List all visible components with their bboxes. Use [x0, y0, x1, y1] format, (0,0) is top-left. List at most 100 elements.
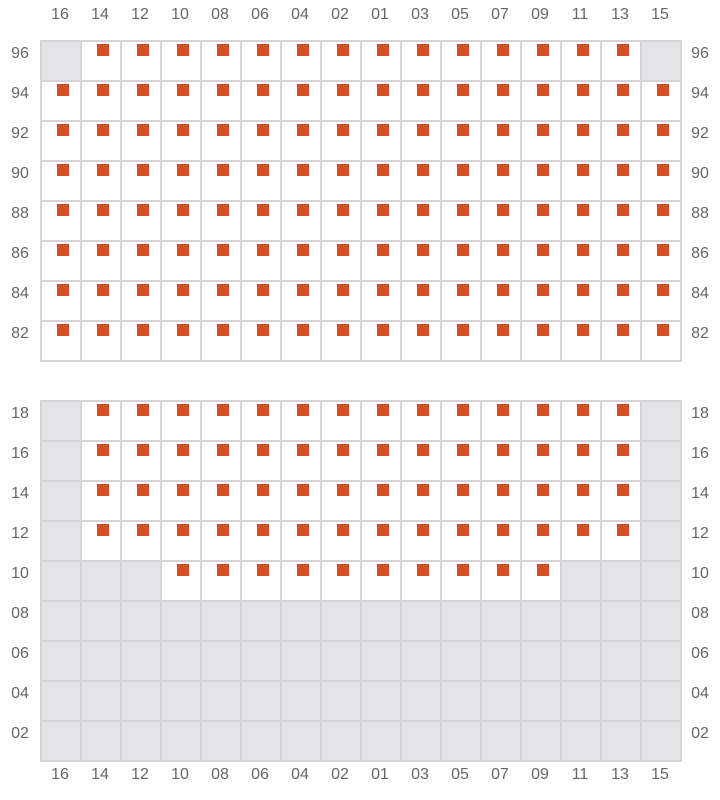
seat-86-12[interactable] — [137, 244, 149, 256]
seat-14-11[interactable] — [577, 484, 589, 496]
seat-18-05[interactable] — [457, 404, 469, 416]
seat-86-08[interactable] — [217, 244, 229, 256]
seat-96-02[interactable] — [337, 44, 349, 56]
seat-16-12[interactable] — [137, 444, 149, 456]
seat-18-11[interactable] — [577, 404, 589, 416]
seat-88-08[interactable] — [217, 204, 229, 216]
seat-94-05[interactable] — [457, 84, 469, 96]
seat-94-10[interactable] — [177, 84, 189, 96]
seat-96-13[interactable] — [617, 44, 629, 56]
seat-86-16[interactable] — [57, 244, 69, 256]
seat-94-11[interactable] — [577, 84, 589, 96]
seat-86-13[interactable] — [617, 244, 629, 256]
seat-82-10[interactable] — [177, 324, 189, 336]
seat-12-13[interactable] — [617, 524, 629, 536]
seat-96-03[interactable] — [417, 44, 429, 56]
seat-12-08[interactable] — [217, 524, 229, 536]
seat-92-12[interactable] — [137, 124, 149, 136]
seat-88-12[interactable] — [137, 204, 149, 216]
seat-14-05[interactable] — [457, 484, 469, 496]
seat-92-15[interactable] — [657, 124, 669, 136]
seat-84-05[interactable] — [457, 284, 469, 296]
seat-86-11[interactable] — [577, 244, 589, 256]
seat-82-04[interactable] — [297, 324, 309, 336]
seat-82-15[interactable] — [657, 324, 669, 336]
seat-86-02[interactable] — [337, 244, 349, 256]
seat-10-10[interactable] — [177, 564, 189, 576]
seat-86-07[interactable] — [497, 244, 509, 256]
seat-86-09[interactable] — [537, 244, 549, 256]
seat-94-03[interactable] — [417, 84, 429, 96]
seat-96-05[interactable] — [457, 44, 469, 56]
seat-14-01[interactable] — [377, 484, 389, 496]
seat-12-11[interactable] — [577, 524, 589, 536]
seat-82-12[interactable] — [137, 324, 149, 336]
seat-10-09[interactable] — [537, 564, 549, 576]
seat-14-13[interactable] — [617, 484, 629, 496]
seat-96-09[interactable] — [537, 44, 549, 56]
seat-10-05[interactable] — [457, 564, 469, 576]
seat-86-04[interactable] — [297, 244, 309, 256]
seat-90-09[interactable] — [537, 164, 549, 176]
seat-90-01[interactable] — [377, 164, 389, 176]
seat-84-14[interactable] — [97, 284, 109, 296]
seat-12-03[interactable] — [417, 524, 429, 536]
seat-84-16[interactable] — [57, 284, 69, 296]
seat-82-16[interactable] — [57, 324, 69, 336]
seat-14-07[interactable] — [497, 484, 509, 496]
seat-86-10[interactable] — [177, 244, 189, 256]
seat-92-09[interactable] — [537, 124, 549, 136]
seat-10-02[interactable] — [337, 564, 349, 576]
seat-90-10[interactable] — [177, 164, 189, 176]
seat-90-13[interactable] — [617, 164, 629, 176]
seat-84-09[interactable] — [537, 284, 549, 296]
seat-86-03[interactable] — [417, 244, 429, 256]
seat-94-08[interactable] — [217, 84, 229, 96]
seat-96-14[interactable] — [97, 44, 109, 56]
seat-92-05[interactable] — [457, 124, 469, 136]
seat-90-11[interactable] — [577, 164, 589, 176]
seat-16-11[interactable] — [577, 444, 589, 456]
seat-88-05[interactable] — [457, 204, 469, 216]
seat-92-13[interactable] — [617, 124, 629, 136]
seat-86-06[interactable] — [257, 244, 269, 256]
seat-96-12[interactable] — [137, 44, 149, 56]
seat-92-16[interactable] — [57, 124, 69, 136]
seat-14-09[interactable] — [537, 484, 549, 496]
seat-14-08[interactable] — [217, 484, 229, 496]
seat-16-04[interactable] — [297, 444, 309, 456]
seat-14-06[interactable] — [257, 484, 269, 496]
seat-82-11[interactable] — [577, 324, 589, 336]
seat-84-15[interactable] — [657, 284, 669, 296]
seat-14-02[interactable] — [337, 484, 349, 496]
seat-88-03[interactable] — [417, 204, 429, 216]
seat-92-08[interactable] — [217, 124, 229, 136]
seat-94-02[interactable] — [337, 84, 349, 96]
seat-10-07[interactable] — [497, 564, 509, 576]
seat-82-09[interactable] — [537, 324, 549, 336]
seat-82-07[interactable] — [497, 324, 509, 336]
seat-90-03[interactable] — [417, 164, 429, 176]
seat-16-14[interactable] — [97, 444, 109, 456]
seat-86-01[interactable] — [377, 244, 389, 256]
seat-82-06[interactable] — [257, 324, 269, 336]
seat-94-07[interactable] — [497, 84, 509, 96]
seat-90-12[interactable] — [137, 164, 149, 176]
seat-96-10[interactable] — [177, 44, 189, 56]
seat-14-04[interactable] — [297, 484, 309, 496]
seat-94-09[interactable] — [537, 84, 549, 96]
seat-84-13[interactable] — [617, 284, 629, 296]
seat-94-12[interactable] — [137, 84, 149, 96]
seat-88-02[interactable] — [337, 204, 349, 216]
seat-16-07[interactable] — [497, 444, 509, 456]
seat-88-14[interactable] — [97, 204, 109, 216]
seat-14-14[interactable] — [97, 484, 109, 496]
seat-18-12[interactable] — [137, 404, 149, 416]
seat-84-11[interactable] — [577, 284, 589, 296]
seat-92-07[interactable] — [497, 124, 509, 136]
seat-18-04[interactable] — [297, 404, 309, 416]
seat-18-13[interactable] — [617, 404, 629, 416]
seat-88-04[interactable] — [297, 204, 309, 216]
seat-12-06[interactable] — [257, 524, 269, 536]
seat-84-06[interactable] — [257, 284, 269, 296]
